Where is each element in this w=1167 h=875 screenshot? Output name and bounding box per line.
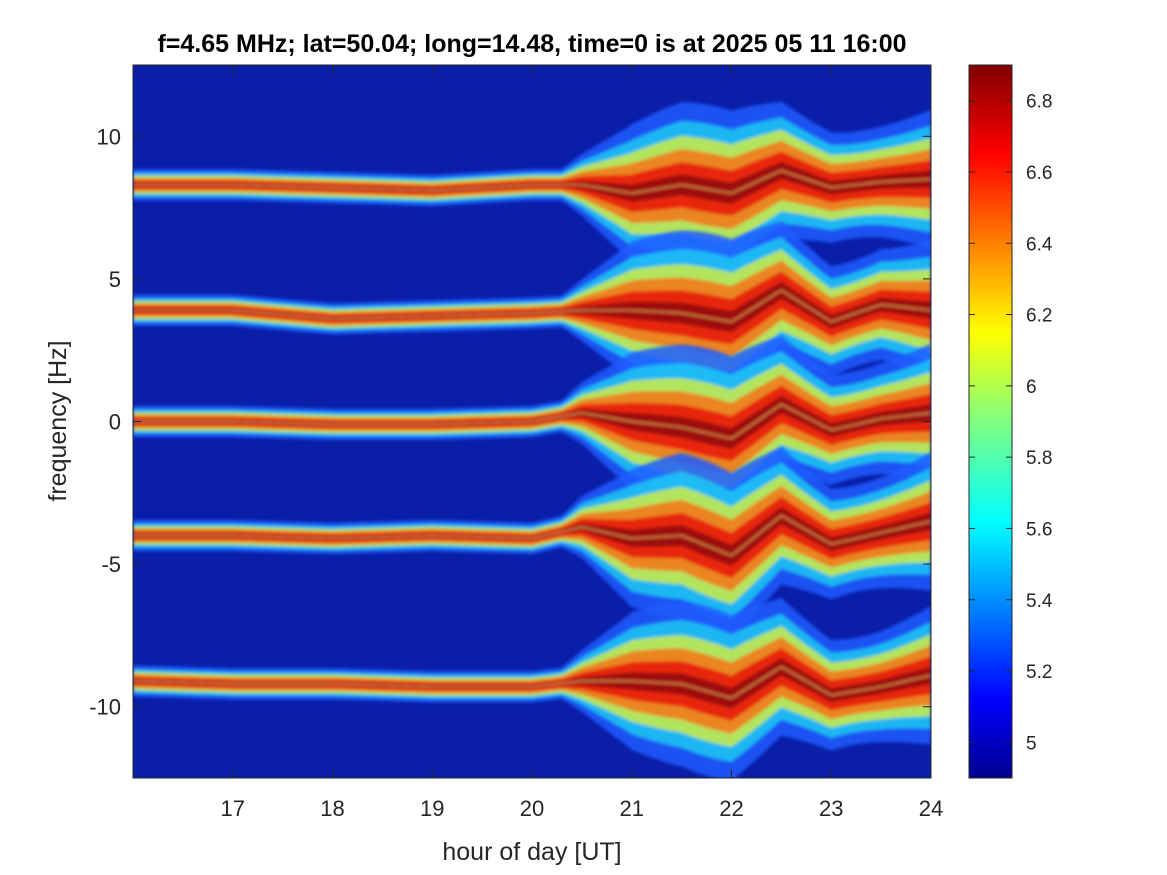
colorbar (968, 64, 1013, 779)
y-tick-label: 10 (97, 124, 121, 149)
colorbar-tick-label: 5.8 (1026, 448, 1052, 469)
colorbar-tick-label: 6.8 (1026, 92, 1052, 113)
colorbar-tick-label: 5.6 (1026, 519, 1052, 540)
colorbar-tick-label: 6.2 (1026, 306, 1052, 327)
x-tick-label: 18 (320, 796, 344, 821)
trace-band (133, 658, 931, 709)
x-tick-label: 19 (420, 796, 444, 821)
trace-core (133, 403, 931, 440)
x-axis-ticks: 17 18 19 20 21 22 23 24 (221, 65, 943, 821)
trace-core (133, 289, 931, 323)
trace-core (133, 666, 931, 699)
x-tick-label: 23 (819, 796, 843, 821)
colorbar-tick-label: 6.6 (1026, 163, 1052, 184)
colorbar-tick-label: 5.2 (1026, 662, 1052, 683)
x-tick-label: 24 (919, 796, 943, 821)
x-axis-label: hour of day [UT] (442, 838, 621, 866)
colorbar-tick-label: 6.4 (1026, 234, 1053, 255)
x-tick-label: 17 (221, 796, 245, 821)
y-axis-label: frequency [Hz] (44, 340, 72, 501)
trace-core (133, 169, 931, 194)
y-tick-label: 5 (109, 267, 121, 292)
colorbar-tick-label: 6 (1026, 377, 1037, 398)
trace-core (133, 514, 931, 557)
chart-title: f=4.65 MHz; lat=50.04; long=14.48, time=… (157, 30, 906, 58)
spectral-trace (133, 446, 931, 639)
colorbar-ticks: 6.8 6.6 6.4 6.2 6 5.8 5.6 5.4 5.2 5 (969, 92, 1053, 754)
y-axis-ticks: 10 5 0 -5 -10 (89, 124, 931, 720)
y-tick-label: -10 (89, 695, 121, 720)
colorbar-tick-label: 5.4 (1026, 591, 1053, 612)
spectral-traces (133, 101, 931, 778)
spectral-trace (133, 101, 931, 276)
x-tick-label: 22 (719, 796, 743, 821)
y-tick-label: -5 (101, 552, 121, 577)
y-tick-label: 0 (109, 410, 121, 435)
colorbar-tick-label: 5 (1026, 733, 1037, 754)
x-tick-label: 21 (620, 796, 644, 821)
spectral-trace (133, 597, 931, 778)
trace-band (133, 395, 931, 450)
trace-band (133, 506, 931, 567)
x-tick-label: 20 (520, 796, 544, 821)
trace-band (133, 281, 931, 333)
